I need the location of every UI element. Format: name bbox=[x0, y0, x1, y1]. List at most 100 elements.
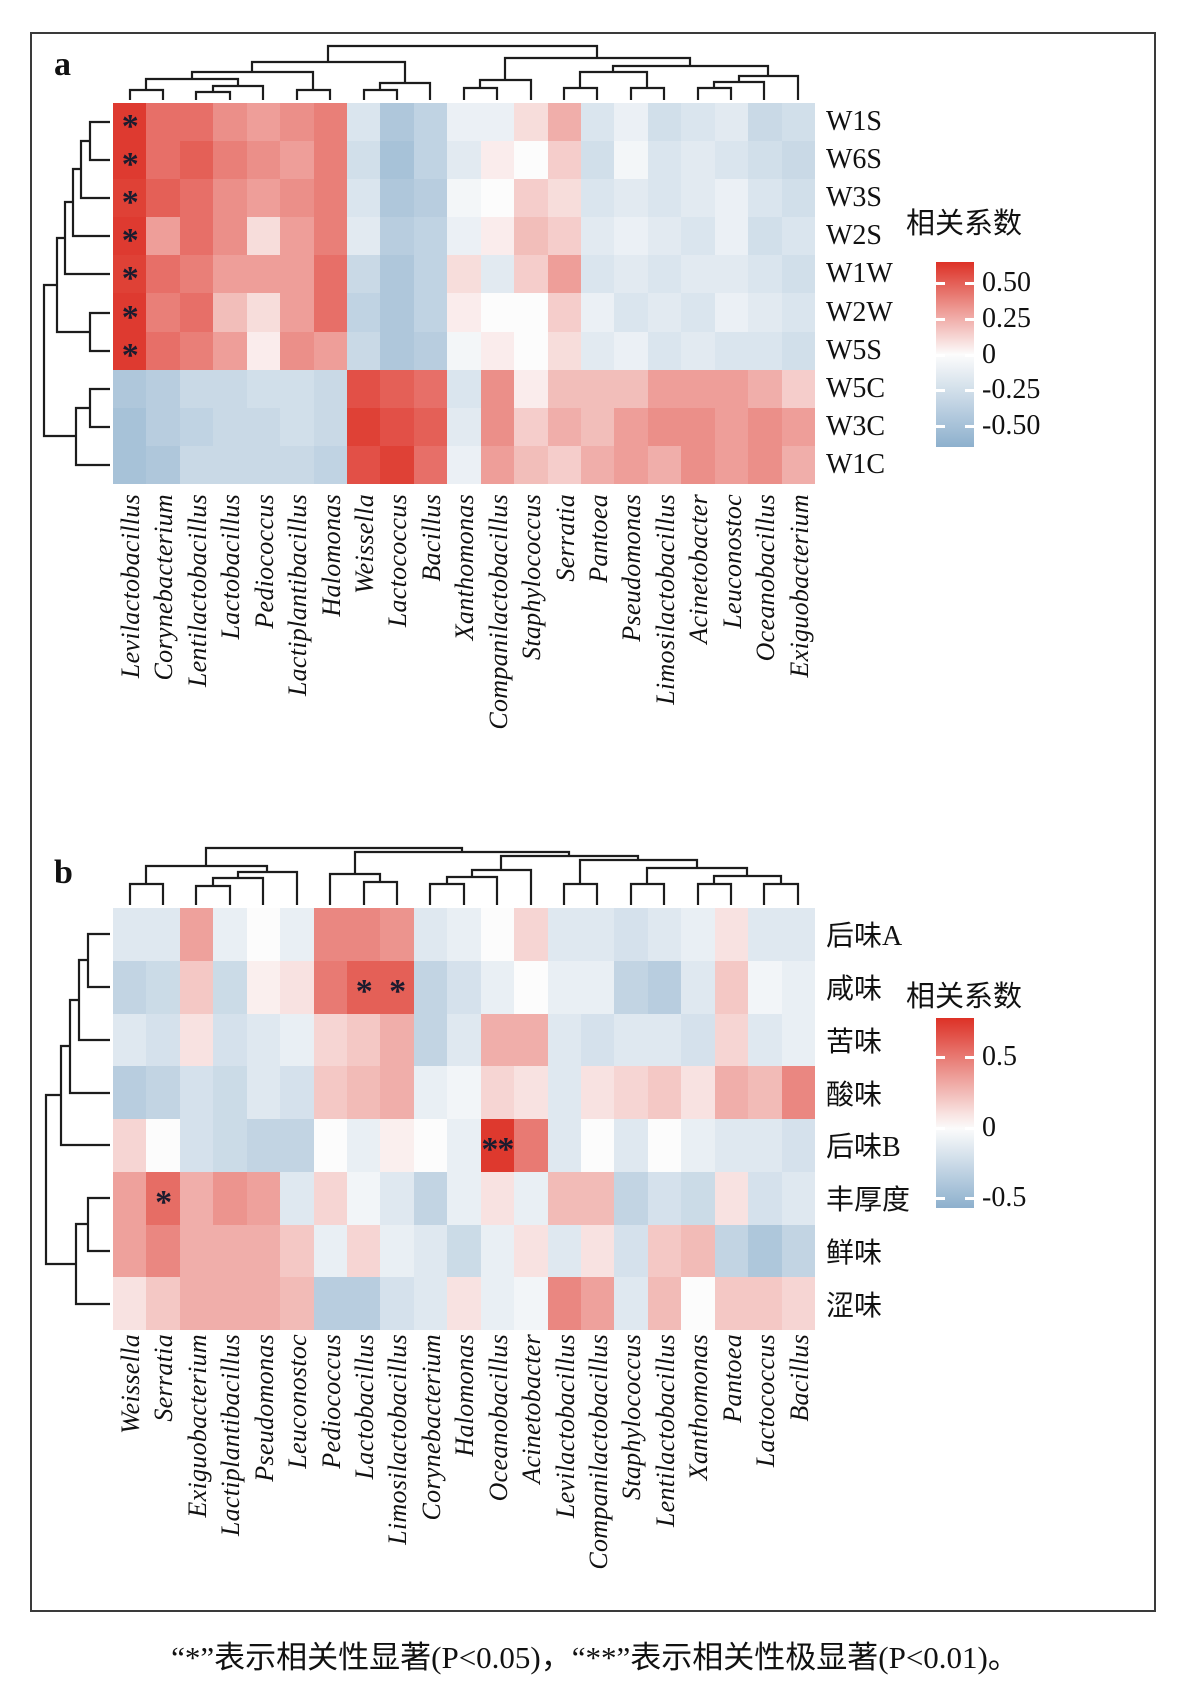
heatmap-cell bbox=[179, 960, 214, 1014]
heatmap-cell bbox=[547, 960, 581, 1014]
heatmap-cell bbox=[280, 445, 314, 484]
heatmap-cell bbox=[213, 1277, 247, 1330]
heatmap-cell bbox=[346, 293, 381, 332]
row-label: 后味B bbox=[826, 1132, 901, 1164]
heatmap-cell bbox=[781, 293, 815, 332]
heatmap-cell bbox=[614, 407, 648, 446]
heatmap-cell bbox=[681, 293, 715, 332]
heatmap-cell bbox=[346, 908, 381, 961]
row-label: W1C bbox=[826, 448, 886, 480]
legend-tick-label: 0.5 bbox=[982, 1041, 1017, 1073]
heatmap-cell: * bbox=[346, 960, 381, 1014]
column-label: Limosilactobacillus bbox=[650, 494, 680, 705]
heatmap-cell bbox=[514, 331, 548, 370]
heatmap-cell bbox=[580, 331, 615, 370]
heatmap-cell bbox=[681, 369, 715, 408]
heatmap-cell bbox=[280, 179, 314, 218]
heatmap-cell bbox=[280, 103, 314, 142]
legend-tick-notch bbox=[965, 1056, 974, 1060]
heatmap-cell bbox=[614, 179, 648, 218]
heatmap-cell bbox=[480, 179, 515, 218]
heatmap-cell bbox=[480, 141, 515, 180]
heatmap-cell bbox=[647, 1224, 682, 1278]
heatmap-cell bbox=[547, 1013, 581, 1067]
heatmap-cell bbox=[447, 445, 481, 484]
heatmap-cell bbox=[380, 255, 414, 294]
heatmap-cell bbox=[647, 293, 682, 332]
heatmap-cell bbox=[714, 293, 749, 332]
column-label: Lactiplantibacillus bbox=[216, 1334, 246, 1537]
heatmap-cell: * bbox=[146, 1171, 180, 1225]
heatmap-cell bbox=[514, 141, 548, 180]
column-label: Corynebacterium bbox=[149, 494, 179, 681]
heatmap-cell bbox=[681, 445, 715, 484]
row-label: 丰厚度 bbox=[826, 1185, 911, 1217]
heatmap-cell bbox=[213, 255, 247, 294]
heatmap-cell bbox=[146, 1277, 180, 1330]
heatmap-cell bbox=[547, 1224, 581, 1278]
legend-b-colorbar bbox=[936, 1018, 974, 1208]
heatmap-cell bbox=[748, 407, 782, 446]
heatmap-cell bbox=[781, 369, 815, 408]
heatmap-cell bbox=[280, 1171, 314, 1225]
heatmap-cell bbox=[714, 1013, 749, 1067]
heatmap-cell bbox=[480, 293, 515, 332]
heatmap-cell bbox=[580, 369, 615, 408]
legend-tick-label: 0.50 bbox=[982, 267, 1031, 299]
column-label: Corynebacterium bbox=[416, 1334, 446, 1521]
heatmap-cell bbox=[614, 293, 648, 332]
heatmap-cell bbox=[714, 1066, 749, 1119]
heatmap-cell bbox=[748, 179, 782, 218]
panel-b-letter: b bbox=[54, 854, 73, 891]
significance-mark: * bbox=[355, 973, 373, 1011]
row-label: W3S bbox=[826, 182, 882, 214]
heatmap-cell bbox=[781, 960, 815, 1014]
heatmap-cell bbox=[447, 141, 481, 180]
row-label: W1S bbox=[826, 106, 882, 138]
heatmap-cell bbox=[246, 407, 281, 446]
heatmap-cell bbox=[748, 255, 782, 294]
heatmap-cell bbox=[280, 141, 314, 180]
heatmap-cell bbox=[614, 908, 648, 961]
significance-mark: * bbox=[121, 146, 139, 184]
heatmap-cell bbox=[313, 369, 347, 408]
column-label: Exiguobacterium bbox=[784, 494, 814, 678]
heatmap-cell bbox=[179, 407, 214, 446]
heatmap-cell bbox=[614, 1224, 648, 1278]
heatmap-cell bbox=[146, 179, 180, 218]
heatmap-cell bbox=[313, 1119, 347, 1172]
legend-tick-label: 0.25 bbox=[982, 302, 1031, 334]
heatmap-cell bbox=[514, 1119, 548, 1172]
heatmap-cell bbox=[113, 1171, 147, 1225]
heatmap-cell bbox=[614, 103, 648, 142]
heatmap-cell: * bbox=[380, 960, 414, 1014]
column-label: Acinetobacter bbox=[517, 1334, 547, 1484]
heatmap-cell bbox=[380, 179, 414, 218]
heatmap-cell bbox=[547, 369, 581, 408]
heatmap-cell bbox=[647, 1013, 682, 1067]
heatmap-cell bbox=[647, 445, 682, 484]
heatmap-cell bbox=[213, 331, 247, 370]
heatmap-cell bbox=[748, 908, 782, 961]
heatmap-cell bbox=[246, 960, 281, 1014]
heatmap-cell bbox=[413, 369, 448, 408]
heatmap-cell bbox=[580, 1224, 615, 1278]
heatmap-cell bbox=[146, 1066, 180, 1119]
heatmap-cell bbox=[447, 293, 481, 332]
heatmap-cell bbox=[146, 908, 180, 961]
heatmap-cell bbox=[313, 445, 347, 484]
heatmap-cell bbox=[413, 1119, 448, 1172]
heatmap-cell bbox=[380, 293, 414, 332]
heatmap-cell bbox=[580, 960, 615, 1014]
legend-tick-label: -0.50 bbox=[982, 409, 1041, 441]
heatmap-cell bbox=[113, 369, 147, 408]
heatmap-cell bbox=[781, 331, 815, 370]
heatmap-cell bbox=[179, 445, 214, 484]
heatmap-cell: * bbox=[113, 255, 147, 297]
heatmap-cell bbox=[213, 1224, 247, 1278]
row-label: W5C bbox=[826, 372, 886, 404]
heatmap-cell bbox=[346, 141, 381, 180]
heatmap-cell bbox=[514, 908, 548, 961]
heatmap-cell bbox=[346, 1277, 381, 1330]
